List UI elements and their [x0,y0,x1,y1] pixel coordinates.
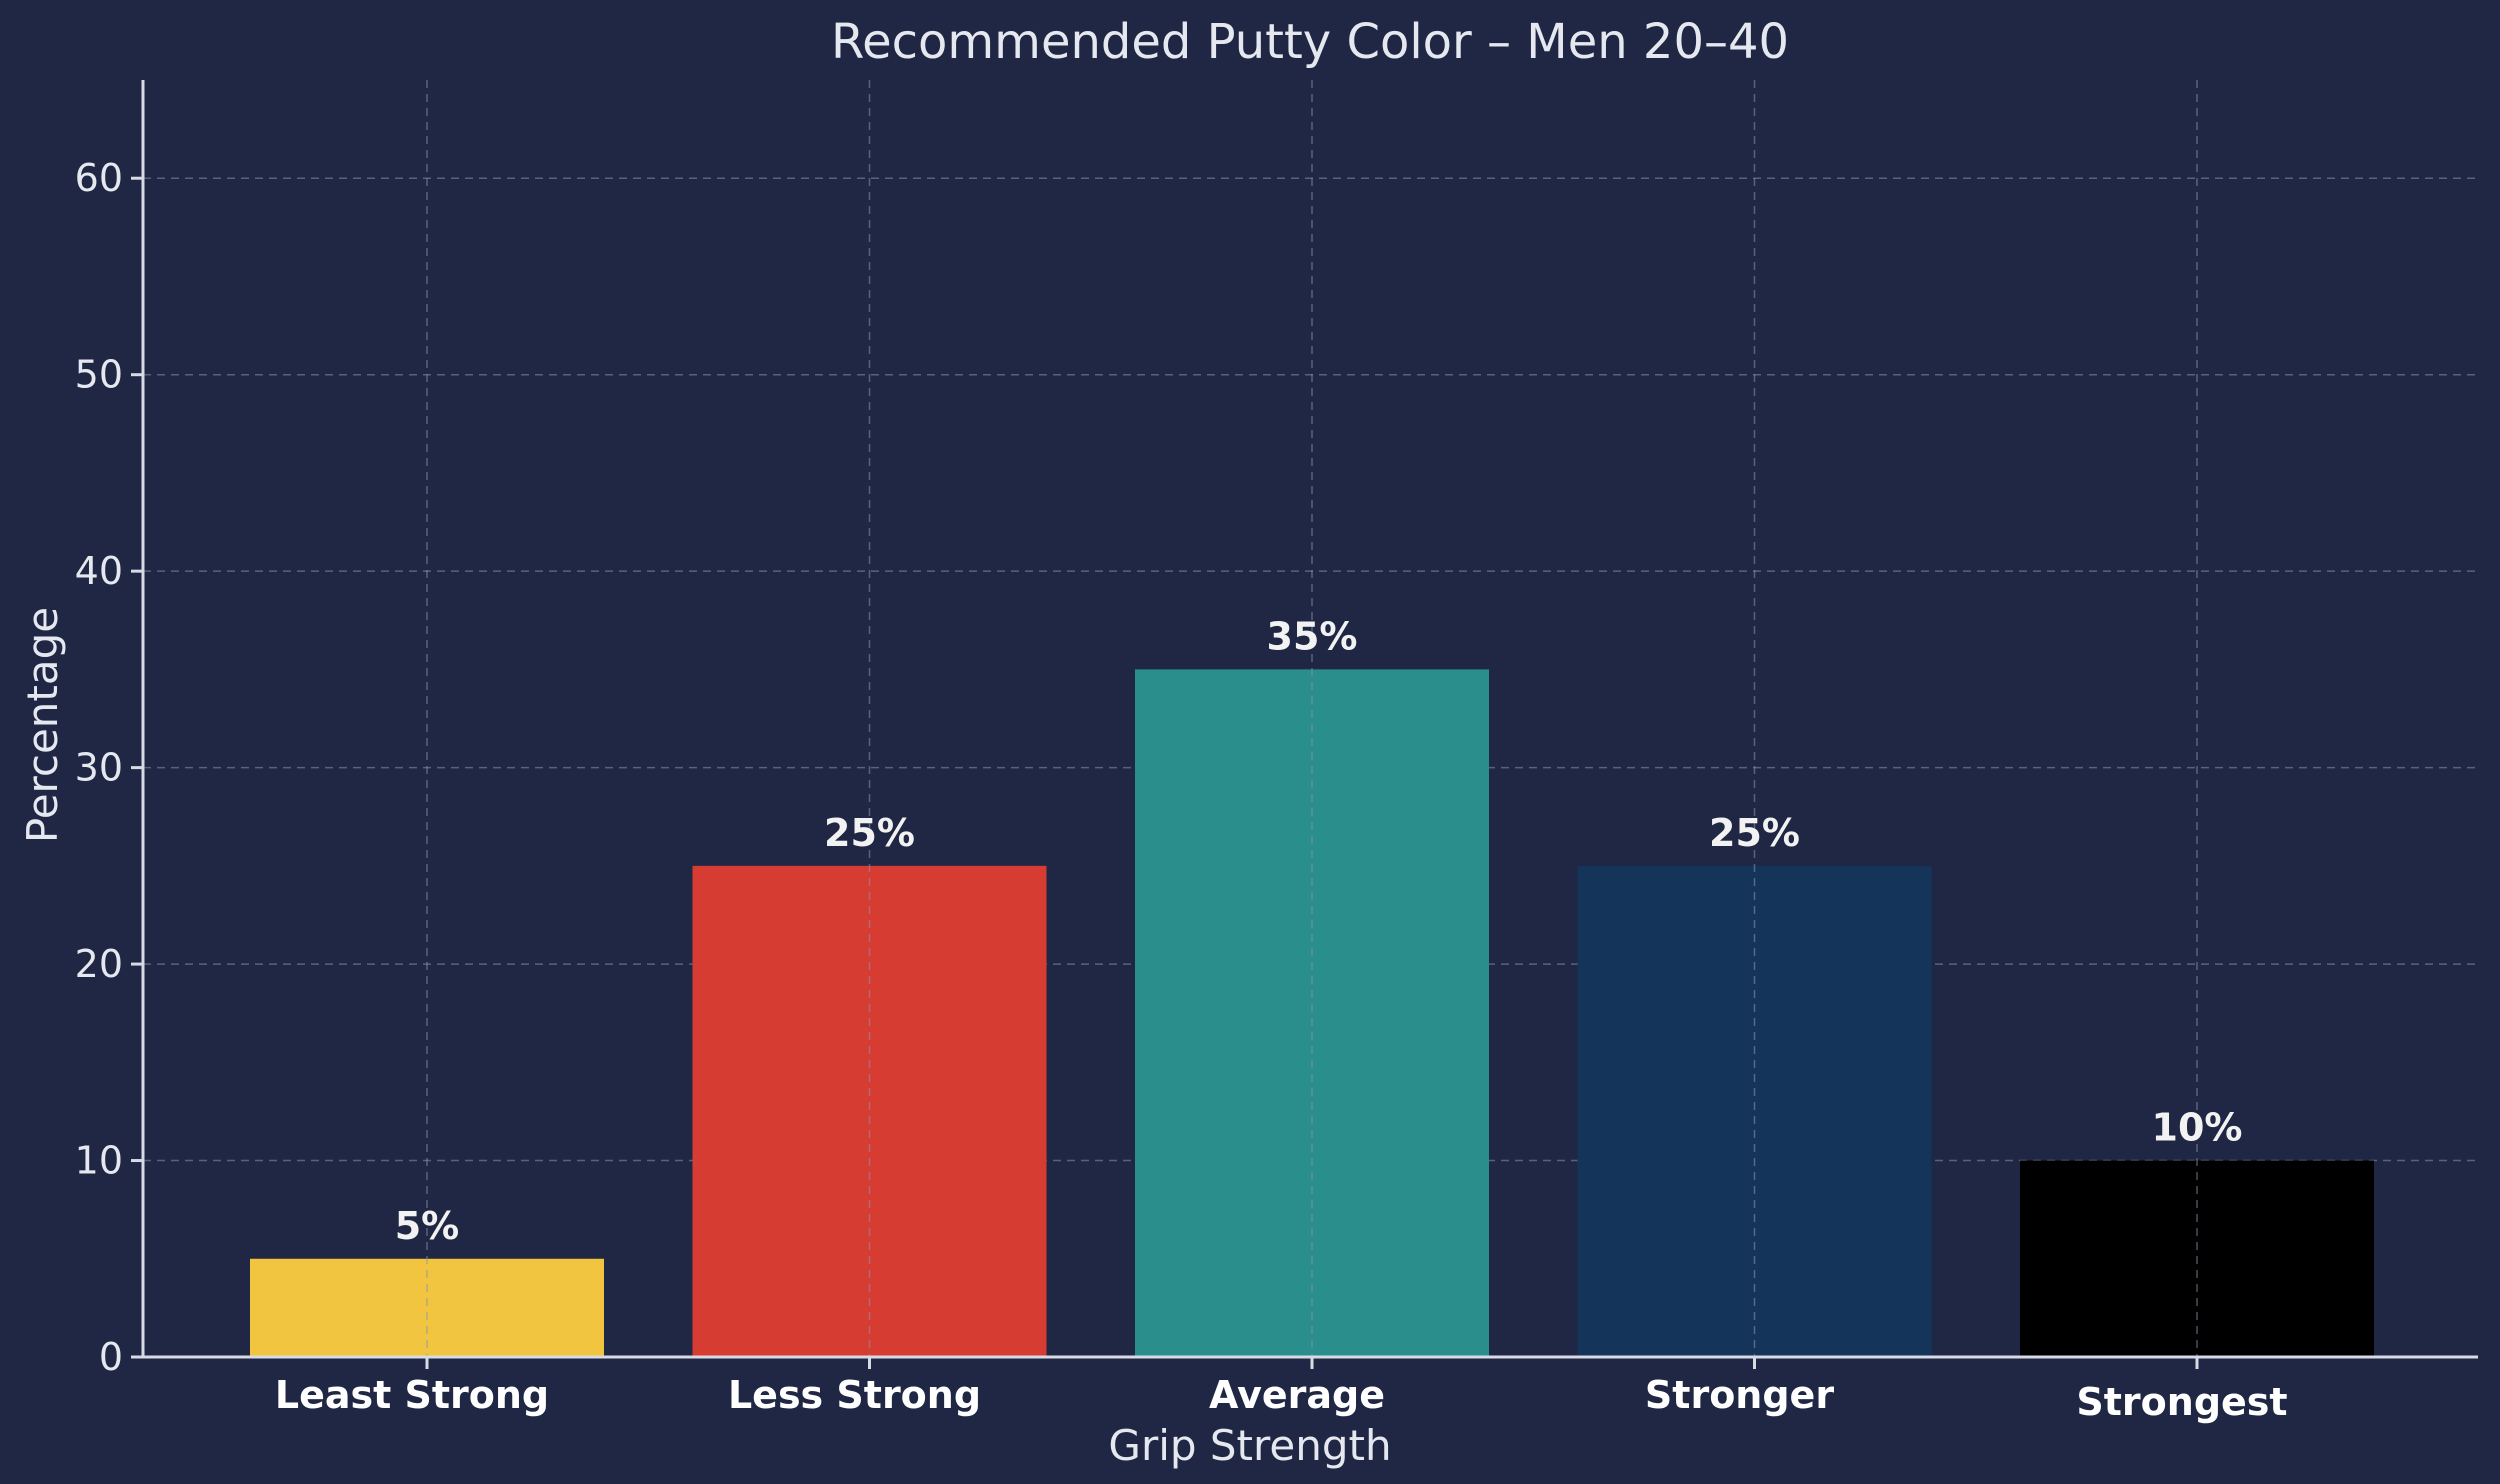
axes [131,80,2478,1369]
y-tick-label: 0 [99,1335,123,1379]
x-tick-label: Less Strong [728,1373,981,1417]
x-axis-label: Grip Strength [1108,1421,1391,1470]
chart-title: Recommended Putty Color – Men 20–40 [831,14,1789,70]
x-tick-label: Average [1209,1373,1385,1417]
y-tick-label: 20 [75,942,123,986]
x-tick-label: Strongest [2076,1380,2287,1424]
data-label: 35% [1267,614,1358,658]
x-tick-label: Least Strong [275,1373,549,1417]
y-tick-label: 10 [75,1139,123,1183]
y-tick-label: 30 [75,746,123,790]
y-axis-label: Percentage [18,607,67,843]
y-tick-label: 40 [75,549,123,593]
x-tick-label: Stronger [1645,1373,1834,1417]
vertical-grid [426,80,2198,1357]
data-label: 10% [2152,1106,2243,1150]
data-label: 25% [824,811,915,855]
y-tick-label: 60 [75,156,123,200]
labels: 0 10 20 30 40 50 60 Least Strong Less Strong Aver… [75,156,2288,1424]
y-tick-label: 50 [75,353,123,397]
data-label: 25% [1709,811,1800,855]
data-label: 5% [395,1204,460,1248]
